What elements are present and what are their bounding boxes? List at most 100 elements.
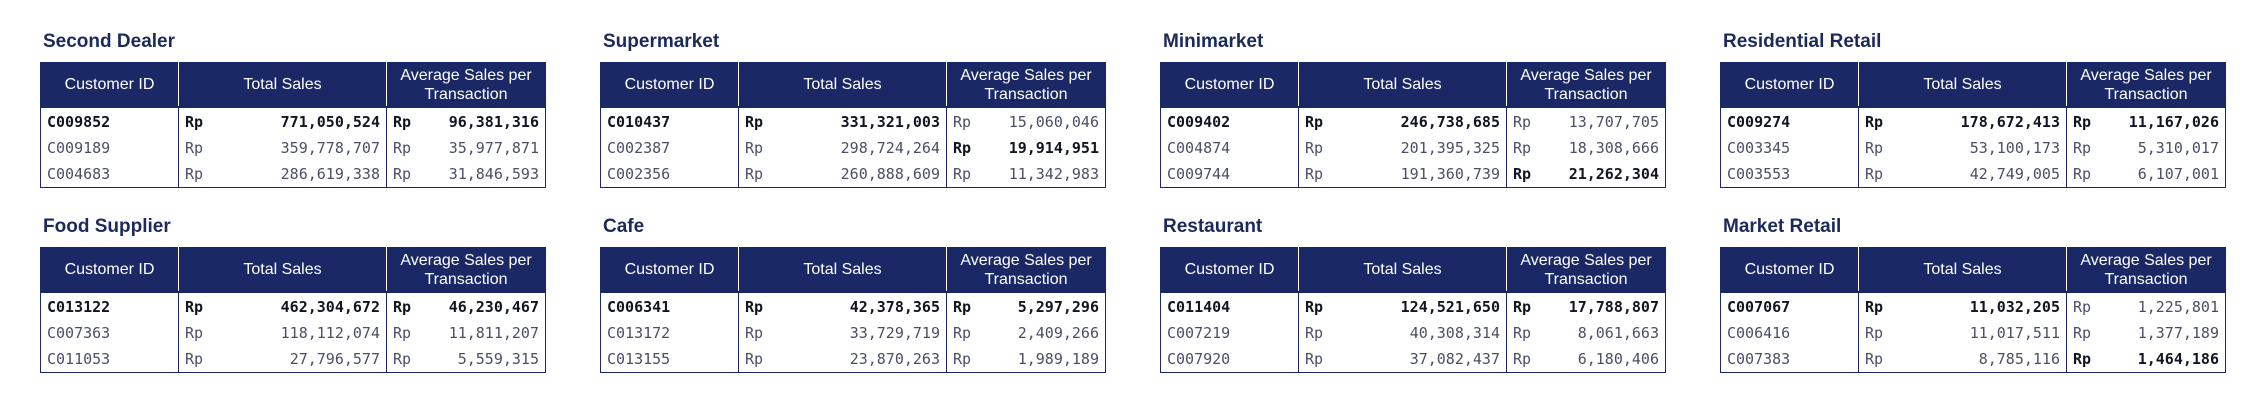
header-customer-id: Customer ID	[1720, 247, 1859, 292]
total-sales-value: 53,100,173	[1969, 139, 2060, 157]
table-header: Customer ID Total Sales Average Sales per …	[1720, 62, 2226, 107]
currency-label: Rp	[745, 112, 764, 131]
total-sales-cell: Rp 178,672,413	[1858, 106, 2067, 135]
total-sales-value: 771,050,524	[280, 112, 380, 131]
average-sales-cell: Rp 31,846,593	[387, 161, 546, 188]
currency-label: Rp	[1865, 324, 1884, 342]
customer-id-cell: C009852	[40, 106, 179, 135]
header-customer-id: Customer ID	[1160, 247, 1299, 292]
average-sales-cell: Rp 1,377,189	[2067, 320, 2226, 346]
currency-label: Rp	[953, 165, 972, 183]
customer-id-cell: C004683	[40, 161, 179, 188]
currency-label: Rp	[1513, 139, 1532, 157]
average-sales-cell: Rp 11,167,026	[2066, 106, 2226, 135]
total-sales-cell: Rp 42,378,365	[738, 291, 947, 320]
average-sales-value: 18,308,666	[1568, 139, 1659, 157]
table-row: C013155 Rp 23,870,263 Rp 1,989,189	[600, 346, 1106, 373]
currency-label: Rp	[393, 139, 412, 157]
table-header: Customer ID Total Sales Average Sales per …	[1160, 247, 1666, 292]
average-sales-value: 6,180,406	[1577, 350, 1659, 368]
average-sales-value: 96,381,316	[448, 112, 539, 131]
total-sales-cell: Rp 40,308,314	[1298, 320, 1507, 346]
panel-residential-retail: Residential Retail Customer ID Total Sales…	[1720, 28, 2226, 188]
currency-label: Rp	[745, 139, 764, 157]
panel-title: Cafe	[603, 216, 645, 237]
total-sales-cell: Rp 42,749,005	[1858, 161, 2067, 188]
average-sales-cell: Rp 1,464,186	[2067, 346, 2226, 373]
total-sales-cell: Rp 53,100,173	[1858, 135, 2067, 161]
currency-label: Rp	[1513, 112, 1532, 131]
total-sales-value: 42,378,365	[849, 297, 940, 316]
currency-label: Rp	[1865, 112, 1884, 131]
currency-label: Rp	[1865, 165, 1884, 183]
currency-label: Rp	[953, 112, 972, 131]
currency-label: Rp	[2073, 112, 2092, 131]
total-sales-cell: Rp 462,304,672	[178, 291, 387, 320]
average-sales-cell: Rp 46,230,467	[386, 291, 546, 320]
sales-table: Customer ID Total Sales Average Sales per …	[1720, 247, 2226, 373]
total-sales-cell: Rp 359,778,707	[178, 135, 387, 161]
total-sales-cell: Rp 201,395,325	[1298, 135, 1507, 161]
panel-title: Restaurant	[1163, 216, 1263, 237]
currency-label: Rp	[1305, 139, 1324, 157]
customer-id-cell: C003553	[1720, 161, 1859, 188]
average-sales-cell: Rp 13,707,705	[1506, 106, 1666, 135]
average-sales-value: 1,225,801	[2137, 297, 2219, 316]
average-sales-value: 31,846,593	[448, 165, 539, 183]
header-total-sales: Total Sales	[1858, 62, 2067, 107]
header-customer-id: Customer ID	[40, 247, 179, 292]
table-row: C004683 Rp 286,619,338 Rp 31,846,593	[40, 161, 546, 188]
total-sales-value: 33,729,719	[849, 324, 940, 342]
currency-label: Rp	[1513, 165, 1532, 183]
average-sales-value: 35,977,871	[448, 139, 539, 157]
total-sales-cell: Rp 118,112,074	[178, 320, 387, 346]
currency-label: Rp	[1865, 297, 1884, 316]
panel-title: Food Supplier	[43, 216, 171, 237]
total-sales-cell: Rp 11,017,511	[1858, 320, 2067, 346]
total-sales-value: 260,888,609	[840, 165, 940, 183]
currency-label: Rp	[1513, 324, 1532, 342]
currency-label: Rp	[1305, 112, 1324, 131]
panel-title: Market Retail	[1723, 216, 1842, 237]
customer-id-cell: C002356	[600, 161, 739, 188]
average-sales-value: 8,061,663	[1577, 324, 1659, 342]
average-sales-cell: Rp 5,310,017	[2067, 135, 2226, 161]
table-row: C007067 Rp 11,032,205 Rp 1,225,801	[1720, 291, 2226, 320]
header-customer-id: Customer ID	[1160, 62, 1299, 107]
sales-table: Customer ID Total Sales Average Sales per …	[40, 62, 546, 188]
customer-id-cell: C007920	[1160, 346, 1299, 373]
average-sales-value: 5,297,296	[1017, 297, 1099, 316]
average-sales-value: 11,342,983	[1008, 165, 1099, 183]
average-sales-cell: Rp 1,225,801	[2066, 291, 2226, 320]
average-sales-value: 11,811,207	[448, 324, 539, 342]
total-sales-value: 42,749,005	[1969, 165, 2060, 183]
currency-label: Rp	[185, 324, 204, 342]
customer-id-cell: C013172	[600, 320, 739, 346]
table-row: C007383 Rp 8,785,116 Rp 1,464,186	[1720, 346, 2226, 373]
table-row: C003345 Rp 53,100,173 Rp 5,310,017	[1720, 135, 2226, 161]
table-row: C010437 Rp 331,321,003 Rp 15,060,046	[600, 106, 1106, 135]
average-sales-cell: Rp 2,409,266	[947, 320, 1106, 346]
currency-label: Rp	[953, 324, 972, 342]
table-header: Customer ID Total Sales Average Sales per …	[40, 62, 546, 107]
panel-food-supplier: Food Supplier Customer ID Total Sales Avera…	[40, 213, 546, 373]
table-header: Customer ID Total Sales Average Sales per …	[1720, 247, 2226, 292]
total-sales-value: 331,321,003	[840, 112, 940, 131]
table-row: C006416 Rp 11,017,511 Rp 1,377,189	[1720, 320, 2226, 346]
currency-label: Rp	[745, 165, 764, 183]
currency-label: Rp	[185, 165, 204, 183]
header-total-sales: Total Sales	[738, 62, 947, 107]
currency-label: Rp	[1513, 350, 1532, 368]
customer-id-cell: C009744	[1160, 161, 1299, 188]
average-sales-cell: Rp 6,180,406	[1507, 346, 1666, 373]
average-sales-value: 6,107,001	[2137, 165, 2219, 183]
total-sales-cell: Rp 27,796,577	[178, 346, 387, 373]
currency-label: Rp	[393, 324, 412, 342]
customer-id-cell: C009402	[1160, 106, 1299, 135]
currency-label: Rp	[393, 165, 412, 183]
average-sales-value: 21,262,304	[1568, 165, 1659, 183]
average-sales-cell: Rp 15,060,046	[946, 106, 1106, 135]
header-total-sales: Total Sales	[1298, 247, 1507, 292]
average-sales-value: 1,464,186	[2137, 350, 2219, 368]
currency-label: Rp	[953, 350, 972, 368]
